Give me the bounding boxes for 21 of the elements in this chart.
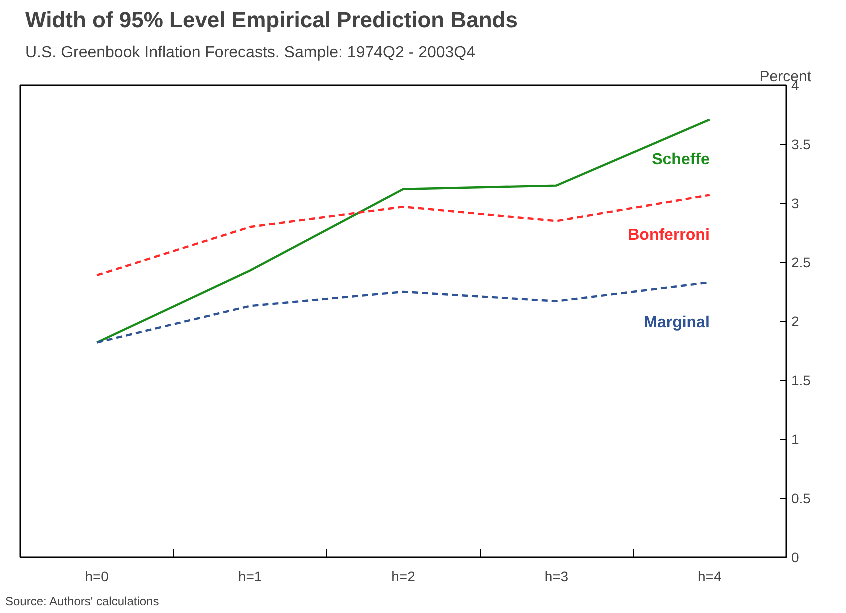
y-tick-label: 3 <box>792 196 800 212</box>
chart-subtitle: U.S. Greenbook Inflation Forecasts. Sample: 1974Q2 - 2003Q4 <box>26 44 476 62</box>
series-label: Bonferroni <box>628 227 710 244</box>
x-tick-label: h=2 <box>392 568 416 584</box>
line-series <box>96 118 711 344</box>
y-tick-label: 2 <box>792 314 800 330</box>
line-series <box>96 194 711 277</box>
y-tick-label: 1.5 <box>792 372 812 388</box>
y-tick-label: 3.5 <box>792 136 812 152</box>
source-note: Source: Authors' calculations <box>6 594 160 608</box>
x-tick-label: h=0 <box>85 568 110 584</box>
x-tick-label: h=4 <box>698 568 722 584</box>
y-tick-label: 0 <box>792 550 800 566</box>
series-label: Marginal <box>644 314 710 332</box>
y-tick-label: 0.5 <box>792 490 812 506</box>
series-label: Scheffe <box>652 152 710 169</box>
x-tick-label: h=3 <box>544 568 569 584</box>
chart-title: Width of 95% Level Empirical Prediction Bands <box>26 8 518 32</box>
y-tick-label: 1 <box>792 432 800 448</box>
x-tick-label: h=1 <box>238 568 262 584</box>
y-tick-label: 2.5 <box>792 254 812 270</box>
